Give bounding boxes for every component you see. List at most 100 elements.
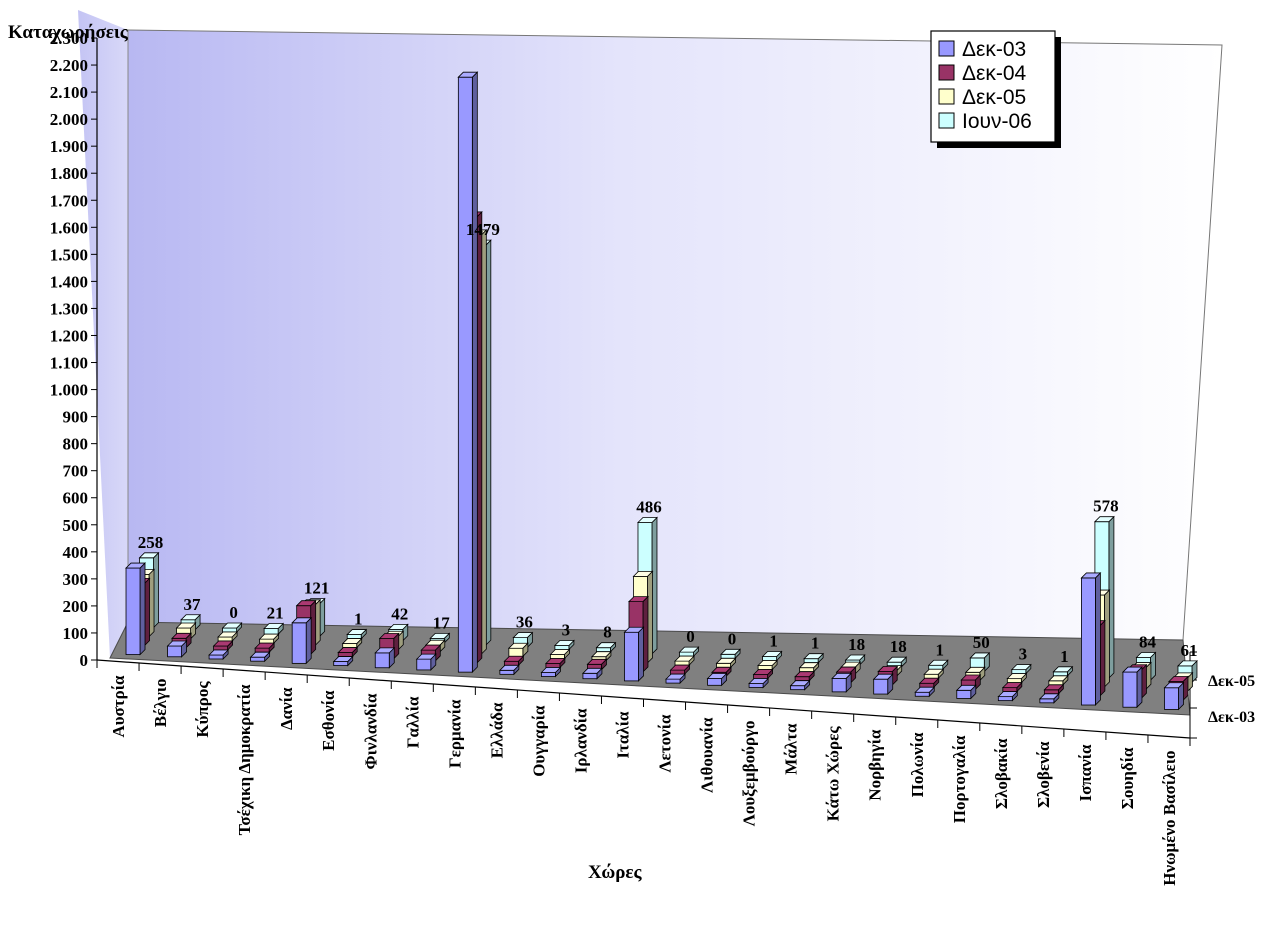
bar-front xyxy=(707,678,722,686)
bar-Ιουν-06-Σλοβακία xyxy=(1010,663,1032,675)
y-tick-label: 400 xyxy=(63,543,89,562)
bar-top xyxy=(1177,660,1198,667)
y-tick-label: 1.200 xyxy=(50,326,88,345)
y-tick-label: 1.300 xyxy=(50,299,88,318)
bar-top xyxy=(171,632,193,639)
x-category-label: Ουγγαρία xyxy=(529,705,548,777)
bar-Δεκ-03-Ελλάδα xyxy=(498,664,520,676)
x-category-label: Ηνωμένο Βασίλειο xyxy=(1160,751,1179,886)
bar-top xyxy=(1010,664,1032,671)
bar-Ιουν-06-Κύπρος xyxy=(221,622,243,633)
bar-top xyxy=(1006,673,1028,680)
data-label: 18 xyxy=(848,635,865,654)
bar-front xyxy=(457,76,473,673)
bar-top xyxy=(457,71,479,78)
bar-Δεκ-03-Πολωνία xyxy=(914,686,936,698)
bar-Δεκ-04-Κύπρος xyxy=(212,640,234,651)
bar-top xyxy=(332,656,354,662)
y-tick-label: 200 xyxy=(63,597,89,616)
y-tick-label: 0 xyxy=(80,651,89,670)
legend-swatch xyxy=(938,40,955,57)
bar-top xyxy=(969,652,991,659)
bar-Δεκ-04-Ιρλανδία xyxy=(586,658,608,671)
bar-Ιουν-06-Σλοβενία xyxy=(1052,665,1074,677)
data-label: 486 xyxy=(636,497,662,516)
bar-Ιουν-06-Λουξεμβούργο xyxy=(761,650,783,662)
bar-top xyxy=(886,656,908,663)
bar-Δεκ-03-Πορτογαλία xyxy=(955,684,977,700)
bar-Δεκ-04-Λετονία xyxy=(669,664,691,676)
data-label: 3 xyxy=(1019,645,1028,664)
bar-top xyxy=(955,684,977,691)
bar-top xyxy=(125,562,146,569)
bar-top xyxy=(498,664,520,671)
x-axis: Αυστρία Βέλγιο Κύπρος Τσέχικη Δημοκρατία Δαν… xyxy=(96,659,1191,886)
bar-front xyxy=(1039,698,1055,704)
bar-top xyxy=(803,653,825,660)
bar-top xyxy=(844,654,866,661)
bar-top xyxy=(877,666,899,672)
bar-top xyxy=(1163,682,1185,689)
x-category-label: Φινλανδία xyxy=(361,693,380,769)
bar-Δεκ-03-Αυστρία xyxy=(125,562,146,656)
bar-front xyxy=(1048,680,1064,686)
bar-top xyxy=(212,640,234,647)
bar-top xyxy=(674,655,695,662)
bar-top xyxy=(544,658,566,664)
bar-side xyxy=(305,616,312,665)
bar-side xyxy=(471,71,478,674)
bar-top xyxy=(175,622,197,629)
bar-Ιουν-06-Λετονία xyxy=(678,646,700,658)
x-category-label: Νορβηγία xyxy=(866,729,885,801)
depth-axis-label-dec05: Δεκ-05 xyxy=(1208,673,1255,690)
data-label: 17 xyxy=(433,613,451,632)
bar-top xyxy=(923,668,945,675)
bar-front xyxy=(956,689,972,699)
bar-top xyxy=(711,666,733,673)
legend-label: Δεκ-04 xyxy=(962,62,1027,85)
data-label: 1 xyxy=(936,640,945,659)
bar-front xyxy=(213,645,228,651)
y-tick-label: 100 xyxy=(63,624,89,643)
bar-top xyxy=(1047,675,1069,682)
bar-Δεκ-03-Ουγγαρία xyxy=(540,666,562,678)
bar-top xyxy=(138,552,160,559)
data-label: 1479 xyxy=(466,220,500,239)
legend-label: Δεκ-05 xyxy=(962,86,1026,109)
bar-front xyxy=(670,669,685,675)
y-tick-label: 1.800 xyxy=(50,164,88,183)
bar-front xyxy=(720,653,736,659)
y-tick-label: 1.700 xyxy=(50,191,88,210)
bar-top xyxy=(217,631,239,638)
y-tick-label: 900 xyxy=(63,408,89,427)
bar-top xyxy=(872,673,894,680)
y-tick-label: 800 xyxy=(63,435,89,454)
y-axis: 0 100 200 300 400 500 600 700 800 900 1.000 1.100 1.… xyxy=(50,29,98,670)
bar-Δεκ-03-Λουξεμβούργο xyxy=(748,677,770,689)
y-tick-label: 700 xyxy=(63,462,89,481)
back-wall xyxy=(128,30,1222,640)
bar-top xyxy=(752,669,774,675)
bar-top xyxy=(997,691,1019,698)
bar-front xyxy=(790,685,806,691)
bar-top xyxy=(549,649,571,655)
bar-front xyxy=(748,683,764,688)
x-axis-title: Χώρες xyxy=(588,862,643,883)
bar-top xyxy=(540,667,562,673)
x-category-label: Γαλλία xyxy=(403,696,422,748)
bar-top xyxy=(346,629,368,635)
bar-Δεκ-03-Τσέχικη Δημοκρατία xyxy=(249,651,271,663)
bar-top xyxy=(595,642,617,649)
bar-Δεκ-03-Σουηδία xyxy=(1121,666,1143,709)
bar-front xyxy=(254,647,270,653)
bar-front xyxy=(346,634,362,639)
bar-Δεκ-04-Σλοβενία xyxy=(1043,683,1065,695)
bar-Ιουν-06-Ελλάδα xyxy=(512,631,534,649)
bar-side xyxy=(139,562,146,656)
bar-top xyxy=(706,673,728,679)
bar-front xyxy=(1002,687,1018,693)
bar-top xyxy=(831,672,853,679)
bar-Δεκ-03-Σλοβακία xyxy=(997,690,1019,702)
bar-front xyxy=(831,677,847,693)
